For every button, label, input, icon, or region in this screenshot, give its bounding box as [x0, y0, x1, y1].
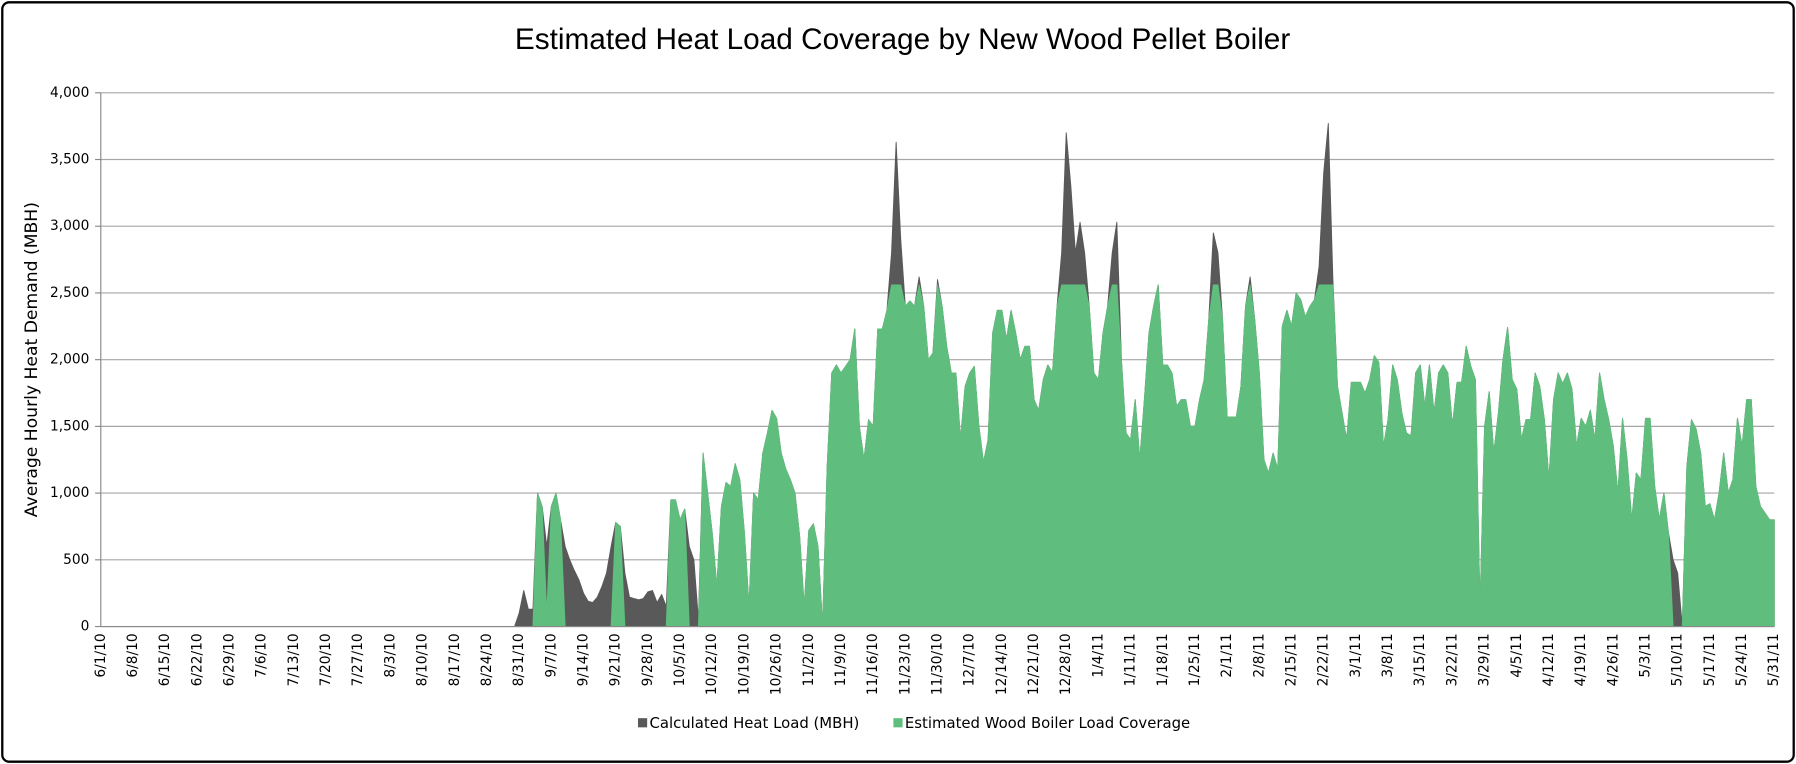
- x-tick-label: 5/31/11: [1766, 633, 1782, 686]
- legend-label: Calculated Heat Load (MBH): [649, 714, 859, 732]
- y-tick-label: 1,500: [50, 418, 89, 434]
- x-tick-label: 5/17/11: [1702, 633, 1718, 686]
- x-tick-label: 6/8/10: [125, 633, 141, 677]
- x-tick-label: 4/26/11: [1605, 633, 1621, 686]
- x-tick-label: 10/12/10: [704, 633, 720, 695]
- x-tick-label: 12/21/10: [1026, 633, 1042, 695]
- x-tick-label: 7/20/10: [318, 633, 334, 686]
- x-tick-label: 12/14/10: [994, 633, 1010, 695]
- x-tick-label: 5/24/11: [1734, 633, 1750, 686]
- x-tick-label: 11/30/10: [930, 633, 946, 695]
- x-tick-label: 6/15/10: [157, 633, 173, 686]
- legend-swatch: [893, 718, 903, 728]
- x-tick-label: 11/9/10: [833, 633, 849, 686]
- x-tick-label: 4/5/11: [1509, 633, 1525, 677]
- x-tick-label: 11/16/10: [865, 633, 881, 695]
- x-tick-label: 8/31/10: [511, 633, 527, 686]
- x-tick-label: 3/22/11: [1444, 633, 1460, 686]
- x-tick-label: 2/22/11: [1316, 633, 1332, 686]
- x-tick-label: 9/28/10: [640, 633, 656, 686]
- x-tick-label: 8/3/10: [382, 633, 398, 677]
- x-tick-label: 1/25/11: [1187, 633, 1203, 686]
- x-tick-label: 5/3/11: [1638, 633, 1654, 677]
- x-tick-label: 6/29/10: [222, 633, 238, 686]
- y-tick-label: 500: [63, 552, 89, 568]
- x-tick-label: 8/10/10: [415, 633, 431, 686]
- y-tick-label: 1,000: [50, 485, 89, 501]
- x-tick-label: 7/27/10: [350, 633, 366, 686]
- y-tick-label: 2,000: [50, 352, 89, 368]
- x-tick-label: 12/7/10: [962, 633, 978, 686]
- x-tick-label: 9/7/10: [543, 633, 559, 677]
- legend-swatch: [637, 718, 648, 728]
- x-tick-label: 2/8/11: [1251, 633, 1267, 677]
- y-tick-label: 0: [81, 619, 90, 635]
- x-tick-label: 5/10/11: [1670, 633, 1686, 686]
- x-tick-label: 3/8/11: [1380, 633, 1396, 677]
- x-tick-label: 10/5/10: [672, 633, 688, 686]
- x-tick-label: 1/4/11: [1090, 633, 1106, 677]
- x-tick-label: 8/17/10: [447, 633, 463, 686]
- x-tick-label: 4/19/11: [1573, 633, 1589, 686]
- y-tick-label: 3,000: [50, 218, 89, 234]
- x-tick-label: 6/22/10: [189, 633, 205, 686]
- x-tick-label: 6/1/10: [93, 633, 109, 677]
- x-tick-label: 4/12/11: [1541, 633, 1557, 686]
- x-tick-label: 1/18/11: [1155, 633, 1171, 686]
- y-tick-label: 2,500: [50, 285, 89, 301]
- x-tick-label: 3/29/11: [1477, 633, 1493, 686]
- x-tick-label: 7/13/10: [286, 633, 302, 686]
- legend-label: Estimated Wood Boiler Load Coverage: [905, 714, 1190, 732]
- x-tick-label: 7/6/10: [254, 633, 270, 677]
- x-tick-label: 12/28/10: [1058, 633, 1074, 695]
- x-tick-label: 9/21/10: [608, 633, 624, 686]
- x-tick-label: 11/2/10: [801, 633, 817, 686]
- x-tick-label: 1/11/11: [1123, 633, 1139, 686]
- x-tick-label: 11/23/10: [897, 633, 913, 695]
- x-tick-label: 9/14/10: [576, 633, 592, 686]
- x-tick-label: 2/1/11: [1219, 633, 1235, 677]
- x-tick-label: 3/15/11: [1412, 633, 1428, 686]
- x-tick-label: 10/26/10: [769, 633, 785, 695]
- y-tick-label: 4,000: [50, 85, 89, 101]
- chart-title: Estimated Heat Load Coverage by New Wood…: [515, 23, 1291, 56]
- x-tick-label: 8/24/10: [479, 633, 495, 686]
- x-tick-label: 10/19/10: [736, 633, 752, 695]
- x-tick-label: 3/1/11: [1348, 633, 1364, 677]
- y-tick-label: 3,500: [50, 152, 89, 168]
- y-axis-title: Average Hourly Heat Demand (MBH): [22, 202, 42, 517]
- x-tick-label: 2/15/11: [1284, 633, 1300, 686]
